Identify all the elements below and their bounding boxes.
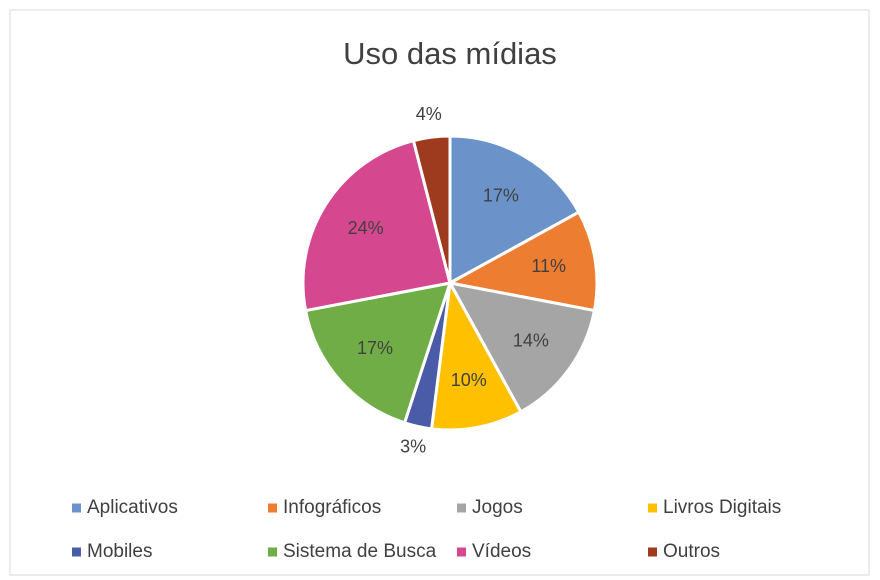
legend-label: Vídeos [472, 541, 531, 562]
legend-label: Mobiles [87, 541, 152, 562]
legend-label: Outros [663, 541, 720, 562]
legend-label: Livros Digitais [663, 497, 781, 518]
data-label: 24% [348, 218, 384, 238]
pie-slice [429, 278, 523, 432]
legend-swatch [268, 503, 277, 513]
legend-swatch [457, 547, 466, 557]
legend-label: Jogos [472, 497, 523, 518]
data-label: 10% [451, 370, 487, 390]
pie-slice [447, 280, 597, 414]
pie-slice [448, 134, 581, 286]
chart-title: Uso das mídias [343, 36, 557, 71]
data-label: 3% [400, 437, 426, 457]
data-label: 4% [416, 104, 442, 124]
legend-swatch [268, 547, 277, 557]
data-label: 11% [531, 256, 566, 276]
legend-swatch [457, 503, 466, 513]
legend-swatch [72, 547, 81, 557]
pie-slice [301, 138, 452, 313]
pie-slice [411, 134, 452, 284]
legend-label: Infográficos [283, 497, 381, 518]
pie-slice [303, 281, 453, 425]
data-label: 17% [483, 186, 519, 206]
legend-swatch [648, 503, 657, 513]
legend-label: Aplicativos [87, 497, 178, 518]
data-label: 17% [357, 338, 393, 358]
legend-swatch [648, 547, 657, 557]
pie-slice [445, 210, 599, 313]
data-label: 14% [513, 331, 549, 351]
legend-swatch [72, 503, 81, 513]
legend-label: Sistema de Busca [283, 541, 437, 562]
